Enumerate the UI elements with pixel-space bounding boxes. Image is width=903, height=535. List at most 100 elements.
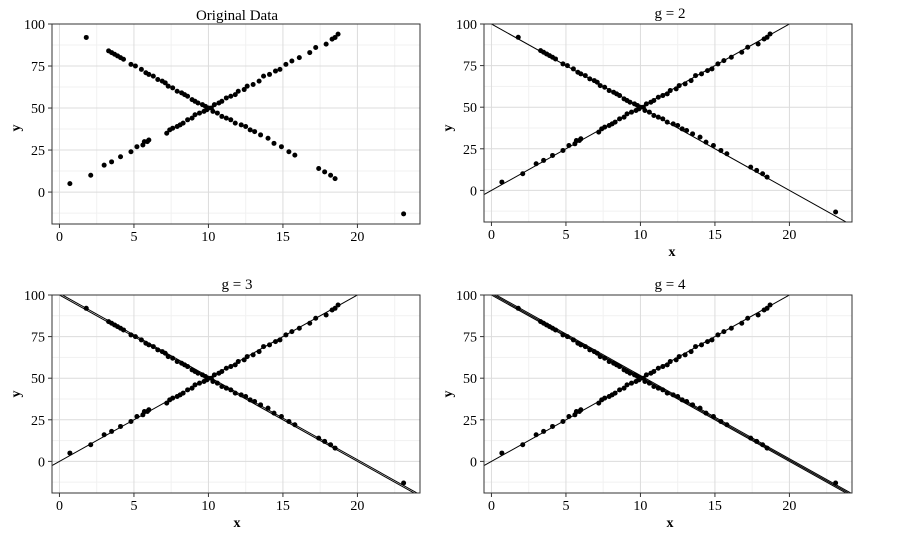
- data-point: [328, 172, 334, 178]
- data-point: [602, 124, 608, 130]
- data-point: [541, 157, 547, 163]
- data-point: [247, 127, 253, 133]
- data-point: [150, 344, 156, 350]
- data-point: [174, 359, 180, 365]
- data-point: [170, 85, 176, 91]
- y-tick-label: 50: [31, 102, 45, 117]
- y-tick-label: 50: [31, 372, 45, 387]
- data-point: [277, 337, 283, 343]
- data-point: [643, 372, 649, 378]
- data-point: [643, 101, 649, 107]
- data-point: [550, 152, 556, 158]
- data-point: [597, 354, 603, 360]
- x-tick-label: 10: [633, 499, 647, 514]
- data-point: [688, 349, 694, 355]
- data-point: [277, 66, 283, 72]
- panel-border: [51, 23, 421, 225]
- data-point: [628, 380, 634, 386]
- data-point: [587, 347, 593, 353]
- data-point: [673, 357, 679, 363]
- data-point: [651, 369, 657, 375]
- data-point: [244, 354, 250, 360]
- data-point: [670, 121, 676, 127]
- data-point: [624, 382, 630, 388]
- data-point: [533, 161, 539, 167]
- data-point: [214, 380, 220, 386]
- data-point: [578, 136, 584, 142]
- data-point: [597, 83, 603, 89]
- data-point: [664, 119, 670, 125]
- data-point: [642, 108, 648, 114]
- data-point: [174, 88, 180, 94]
- data-point: [670, 392, 676, 398]
- data-point: [651, 98, 657, 104]
- data-point: [560, 418, 566, 424]
- x-tick-label: 15: [276, 230, 290, 245]
- data-point: [185, 93, 191, 99]
- data-point: [693, 73, 699, 79]
- data-point: [764, 34, 770, 40]
- data-point: [621, 385, 627, 391]
- data-point: [520, 442, 526, 448]
- data-point: [278, 144, 284, 150]
- data-point: [515, 34, 521, 40]
- data-point: [88, 172, 94, 178]
- data-point: [596, 400, 602, 406]
- data-point: [675, 122, 681, 128]
- data-point: [195, 100, 201, 106]
- x-axis-label: x: [667, 516, 674, 531]
- data-point: [219, 113, 225, 119]
- data-point: [704, 68, 710, 74]
- data-point: [578, 71, 584, 77]
- data-point: [709, 66, 715, 72]
- data-point: [675, 393, 681, 399]
- data-point: [323, 312, 329, 318]
- data-point: [745, 315, 751, 321]
- data-point: [283, 332, 289, 338]
- data-point: [165, 354, 171, 360]
- data-point: [267, 71, 273, 77]
- data-point: [664, 390, 670, 396]
- panel-title: g = 4: [655, 277, 686, 293]
- data-point: [673, 86, 679, 92]
- x-tick-label: 10: [633, 228, 647, 243]
- data-point: [322, 438, 328, 444]
- data-point: [250, 82, 256, 88]
- data-point: [560, 332, 566, 338]
- data-point: [682, 81, 688, 87]
- data-point: [223, 365, 229, 371]
- data-point: [710, 413, 716, 419]
- data-point: [760, 442, 766, 448]
- data-point: [748, 164, 754, 170]
- x-tick-label: 15: [708, 499, 722, 514]
- data-point: [724, 422, 730, 428]
- data-point: [170, 355, 176, 361]
- data-point: [621, 114, 627, 120]
- data-point: [676, 354, 682, 360]
- data-point: [219, 98, 225, 104]
- data-point: [258, 132, 264, 138]
- data-point: [627, 99, 633, 105]
- data-point: [219, 384, 225, 390]
- data-point: [754, 438, 760, 444]
- data-point: [833, 209, 839, 215]
- data-point: [627, 370, 633, 376]
- y-tick-label: 25: [463, 143, 477, 158]
- data-point: [286, 149, 292, 155]
- panel-g-3: g = 3 x y 0 5 10 15 20 0 25 50 75 100: [9, 277, 421, 531]
- data-point: [138, 66, 144, 72]
- data-point: [624, 111, 630, 117]
- data-point: [664, 362, 670, 368]
- data-point: [289, 58, 295, 64]
- data-point: [764, 445, 770, 451]
- data-point: [728, 54, 734, 60]
- data-point: [155, 76, 161, 82]
- data-point: [703, 139, 709, 145]
- panel-g-4: g = 4 x y 0 5 10 15 20 0 25 50 75 100: [441, 277, 853, 531]
- y-axis-label: y: [9, 125, 24, 132]
- data-point: [258, 402, 264, 408]
- data-point: [688, 78, 694, 84]
- data-point: [261, 73, 267, 79]
- x-tick-label: 10: [201, 230, 215, 245]
- data-point: [646, 380, 652, 386]
